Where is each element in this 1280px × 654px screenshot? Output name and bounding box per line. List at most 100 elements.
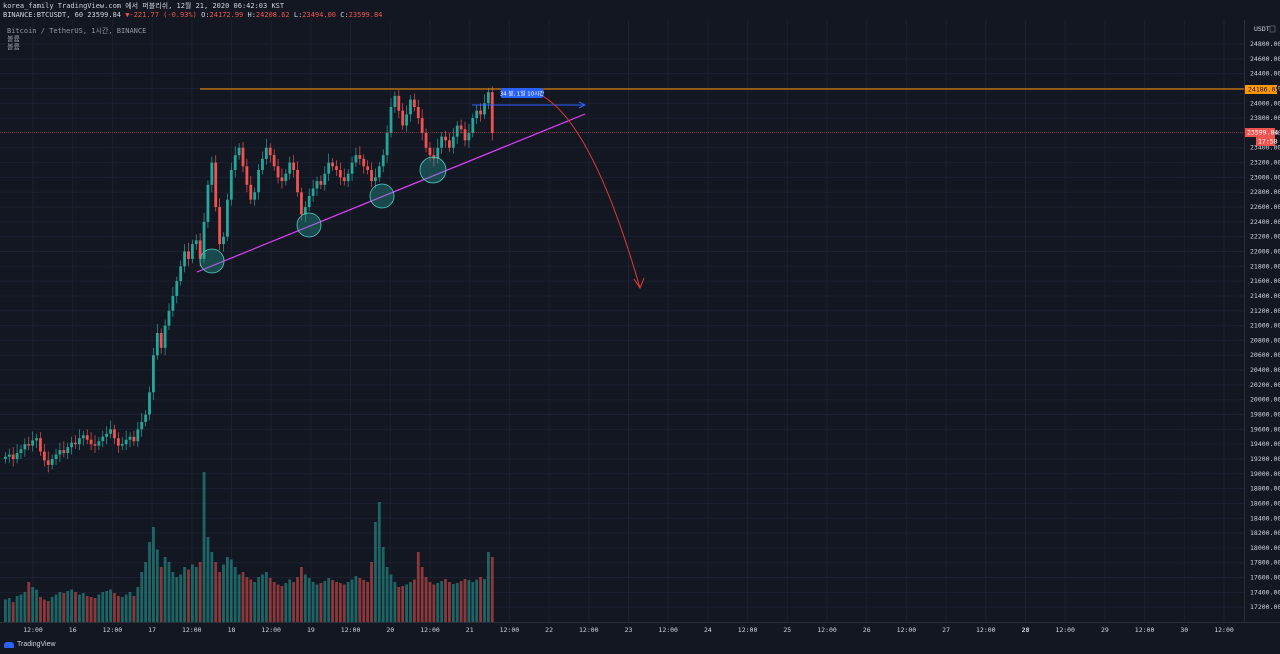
- volume-bar: [389, 574, 393, 622]
- settings-icon[interactable]: [1269, 25, 1276, 33]
- candle-body: [311, 188, 315, 196]
- volume-bar: [54, 594, 58, 622]
- candle-body: [284, 173, 288, 182]
- candle-body: [455, 125, 459, 137]
- range-callout-text: 34 봉, 1일 10시간: [500, 90, 545, 98]
- volume-bar: [120, 597, 124, 622]
- price-tick-label: 22400.00: [1250, 218, 1280, 226]
- volume-bar: [358, 578, 362, 622]
- time-tick-label: 12:00: [1135, 626, 1155, 634]
- candle-body: [179, 266, 183, 282]
- candle-body: [459, 125, 463, 130]
- candle-body: [331, 162, 334, 167]
- time-tick-labels: 12:00 16 12:00 17 12:00 18 12:00 19 12:00 20 12:00…: [23, 626, 1234, 634]
- candle-body: [366, 166, 370, 170]
- candle-body: [245, 166, 249, 185]
- price-tick-label: 24600.00: [1250, 55, 1280, 63]
- candle-body: [93, 444, 97, 446]
- price-tick-label: 19600.00: [1250, 425, 1280, 433]
- volume-bar: [300, 567, 303, 622]
- candle-body: [288, 162, 292, 174]
- candle-body: [315, 181, 319, 189]
- time-tick-label: 12:00: [341, 626, 361, 634]
- volume-bar: [183, 567, 186, 622]
- time-tick-label: 12:00: [738, 626, 758, 634]
- volume-bar: [432, 584, 436, 622]
- price-tick-label: 18600.00: [1250, 499, 1280, 507]
- volume-bar: [475, 579, 479, 622]
- price-tick-label: 19800.00: [1250, 411, 1280, 419]
- candle-body: [15, 453, 19, 459]
- time-tick-label: 16: [69, 626, 77, 634]
- range-callout-box[interactable]: [501, 88, 543, 98]
- volume-bar: [483, 579, 486, 622]
- candle-body: [210, 162, 214, 185]
- price-tick-label: 17800.00: [1250, 559, 1280, 567]
- time-tick-label: 12:00: [579, 626, 599, 634]
- volume-bar: [338, 583, 342, 622]
- touch-point-3[interactable]: [369, 183, 395, 209]
- volume-bar: [416, 552, 420, 622]
- volume-bar: [113, 593, 116, 622]
- candle-body: [409, 99, 412, 115]
- volume-bar: [167, 562, 171, 622]
- price-tick-label: 23000.00: [1250, 173, 1280, 181]
- candle-body: [202, 221, 206, 259]
- volume-bar: [409, 582, 412, 622]
- volume-bar: [109, 589, 112, 622]
- volume-bar: [171, 572, 175, 622]
- touch-point-1[interactable]: [199, 248, 225, 274]
- candle-body: [374, 177, 377, 182]
- touch-point-2[interactable]: [296, 212, 322, 238]
- price-tick-label: 19400.00: [1250, 440, 1280, 448]
- candle-body: [261, 158, 264, 170]
- candle-body: [381, 155, 385, 167]
- forecast-arrow[interactable]: [513, 89, 641, 289]
- candle-body: [451, 136, 455, 148]
- low-label: L:: [293, 11, 303, 19]
- volume-bar: [58, 592, 62, 622]
- candle-body: [249, 184, 253, 200]
- price-tick-label: 20600.00: [1250, 351, 1280, 359]
- volume-bar: [175, 577, 179, 622]
- candle-body: [307, 195, 311, 208]
- touch-point-4[interactable]: [419, 156, 447, 184]
- candle-body: [171, 295, 175, 311]
- volume-bar: [163, 557, 167, 622]
- volume-bar: [237, 574, 241, 622]
- volume-bar: [116, 596, 120, 622]
- time-tick-label: 21: [466, 626, 474, 634]
- candle-body: [81, 435, 85, 439]
- volume-bar: [144, 562, 148, 622]
- time-tick-label: 12:00: [817, 626, 837, 634]
- time-tick-label: 12:00: [103, 626, 123, 634]
- candle-body: [163, 325, 167, 348]
- last-price-value: 23599.84: [87, 11, 122, 19]
- tradingview-brand[interactable]: TradingView: [4, 641, 56, 648]
- volume-bar: [159, 567, 163, 622]
- candle-body: [78, 438, 81, 445]
- candle-body: [370, 169, 373, 182]
- candle-body: [436, 147, 440, 159]
- volume-bar: [148, 542, 151, 622]
- candle-body: [194, 240, 198, 245]
- volume-bar: [42, 599, 46, 622]
- volume-bar: [187, 569, 190, 622]
- candle-body: [327, 162, 331, 174]
- candle-body: [280, 177, 284, 182]
- time-tick-label: 19: [307, 626, 315, 634]
- support-trendline[interactable]: [196, 113, 586, 273]
- candle-body: [257, 169, 260, 193]
- last-price-text: 23599.84: [1247, 129, 1278, 137]
- price-tick-label: 19200.00: [1250, 455, 1280, 463]
- candle-body: [350, 162, 354, 174]
- candle-body: [27, 444, 31, 446]
- price-tick-label: 20800.00: [1250, 336, 1280, 344]
- volume-bar: [370, 562, 373, 622]
- time-tick-label: 25: [783, 626, 791, 634]
- volume-bar: [342, 584, 346, 622]
- volume-bar: [81, 593, 85, 622]
- price-tick-label: 17600.00: [1250, 574, 1280, 582]
- candle-body: [120, 444, 124, 446]
